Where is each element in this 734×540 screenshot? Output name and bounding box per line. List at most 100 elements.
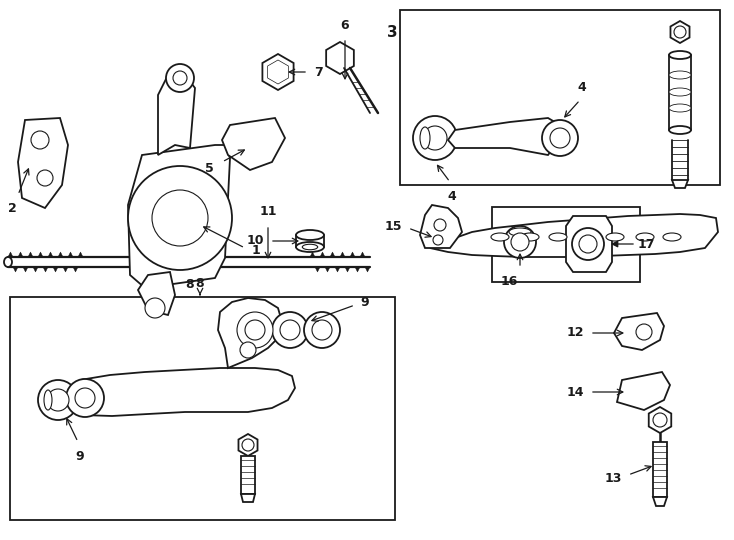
- Polygon shape: [48, 252, 53, 257]
- Circle shape: [653, 413, 667, 427]
- Polygon shape: [330, 252, 335, 257]
- Polygon shape: [350, 252, 355, 257]
- Circle shape: [37, 170, 53, 186]
- Text: 16: 16: [501, 275, 518, 288]
- Ellipse shape: [491, 233, 509, 241]
- Polygon shape: [58, 252, 63, 257]
- Circle shape: [280, 320, 300, 340]
- Text: 9: 9: [360, 295, 368, 308]
- Circle shape: [66, 379, 104, 417]
- Text: 4: 4: [578, 81, 586, 94]
- Polygon shape: [28, 252, 33, 257]
- Circle shape: [237, 312, 273, 348]
- Polygon shape: [649, 407, 672, 433]
- Ellipse shape: [669, 104, 691, 112]
- Circle shape: [128, 166, 232, 270]
- Bar: [241, 456, 255, 494]
- Polygon shape: [128, 145, 230, 288]
- Text: 4: 4: [448, 190, 457, 203]
- Polygon shape: [38, 252, 43, 257]
- Polygon shape: [310, 252, 315, 257]
- Ellipse shape: [521, 233, 539, 241]
- Circle shape: [304, 312, 340, 348]
- Polygon shape: [365, 267, 370, 272]
- Polygon shape: [420, 205, 462, 248]
- Ellipse shape: [669, 71, 691, 79]
- Bar: [653, 442, 667, 497]
- Polygon shape: [326, 42, 354, 74]
- Polygon shape: [218, 298, 282, 368]
- Circle shape: [433, 235, 443, 245]
- Circle shape: [674, 26, 686, 38]
- Bar: [400, 10, 720, 185]
- Circle shape: [47, 389, 69, 411]
- Polygon shape: [653, 497, 667, 506]
- Circle shape: [173, 71, 187, 85]
- Text: 15: 15: [385, 219, 402, 233]
- Circle shape: [413, 116, 457, 160]
- Circle shape: [579, 235, 597, 253]
- Polygon shape: [18, 252, 23, 257]
- Ellipse shape: [44, 390, 52, 410]
- Ellipse shape: [549, 233, 567, 241]
- Polygon shape: [18, 118, 68, 208]
- Circle shape: [240, 342, 256, 358]
- Text: 2: 2: [7, 202, 16, 215]
- Polygon shape: [335, 267, 340, 272]
- Polygon shape: [33, 267, 38, 272]
- Circle shape: [166, 64, 194, 92]
- Polygon shape: [315, 267, 320, 272]
- Polygon shape: [138, 272, 175, 315]
- Ellipse shape: [296, 230, 324, 240]
- Text: 8: 8: [196, 277, 204, 290]
- Ellipse shape: [606, 233, 624, 241]
- Polygon shape: [263, 54, 294, 90]
- Ellipse shape: [302, 244, 318, 249]
- Bar: [492, 207, 640, 282]
- Text: 1: 1: [252, 244, 261, 256]
- Circle shape: [31, 131, 49, 149]
- Ellipse shape: [636, 233, 654, 241]
- Ellipse shape: [296, 242, 324, 252]
- Ellipse shape: [509, 228, 531, 236]
- Polygon shape: [68, 368, 295, 416]
- Text: 8: 8: [186, 278, 195, 291]
- Circle shape: [572, 228, 604, 260]
- Ellipse shape: [577, 233, 595, 241]
- Polygon shape: [566, 216, 612, 272]
- Circle shape: [75, 388, 95, 408]
- Text: 6: 6: [341, 19, 349, 32]
- Circle shape: [245, 320, 265, 340]
- Polygon shape: [63, 267, 68, 272]
- Text: 7: 7: [314, 65, 323, 78]
- Bar: [10, 297, 395, 520]
- Text: 3: 3: [388, 25, 398, 40]
- Circle shape: [542, 120, 578, 156]
- Polygon shape: [8, 252, 13, 257]
- Text: 11: 11: [259, 205, 277, 218]
- Text: 14: 14: [567, 386, 584, 399]
- Text: 9: 9: [76, 450, 84, 463]
- Ellipse shape: [420, 127, 430, 149]
- Circle shape: [269, 63, 287, 81]
- Polygon shape: [617, 372, 670, 410]
- Circle shape: [38, 380, 78, 420]
- Polygon shape: [430, 214, 718, 257]
- Text: 13: 13: [605, 471, 622, 484]
- Polygon shape: [53, 267, 58, 272]
- Polygon shape: [239, 434, 258, 456]
- Circle shape: [145, 298, 165, 318]
- Text: 10: 10: [247, 234, 264, 247]
- Polygon shape: [670, 21, 689, 43]
- Polygon shape: [360, 252, 365, 257]
- Circle shape: [504, 226, 536, 258]
- Polygon shape: [268, 60, 288, 84]
- Circle shape: [550, 128, 570, 148]
- Ellipse shape: [669, 51, 691, 59]
- Polygon shape: [345, 267, 350, 272]
- Polygon shape: [23, 267, 28, 272]
- Polygon shape: [355, 267, 360, 272]
- Circle shape: [312, 320, 332, 340]
- Polygon shape: [13, 267, 18, 272]
- Text: 17: 17: [638, 238, 655, 251]
